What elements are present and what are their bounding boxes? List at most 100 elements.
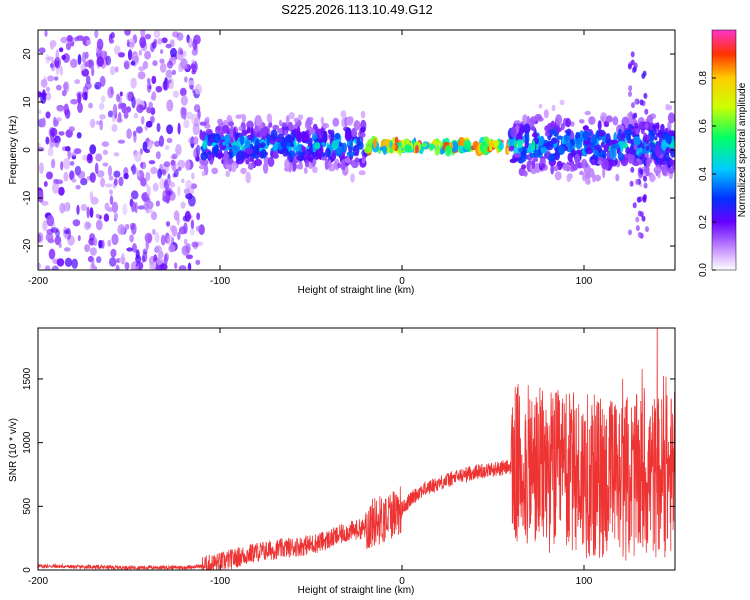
spectrogram-cell — [86, 154, 93, 164]
spectrogram-cell — [222, 141, 227, 146]
spectrogram-cell — [629, 180, 634, 187]
spectrogram-cell — [177, 186, 181, 197]
spectrogram-cell — [293, 117, 299, 123]
spectrogram-cell — [663, 151, 670, 162]
spectrogram-cell — [89, 144, 97, 155]
spectrogram-cell — [59, 202, 66, 214]
spectrogram-cell — [194, 84, 203, 95]
spectrogram-cell — [38, 47, 46, 54]
snr-series-line — [38, 328, 675, 570]
spectrogram-cell — [176, 32, 184, 41]
spectrogram-cell — [165, 43, 172, 49]
spectrogram-cell — [65, 42, 72, 51]
spectrogram-cell — [543, 109, 549, 119]
spectrogram-cell — [119, 91, 123, 97]
snr-x-ticks: -200 -100 0 100 — [28, 328, 593, 587]
spectrogram-cell — [630, 155, 635, 162]
spectrogram-cell — [665, 103, 670, 111]
snr-x-tick-label: 100 — [576, 576, 593, 587]
spectrogram-cell — [133, 55, 139, 63]
spectrogram-cell — [661, 164, 668, 176]
spectrogram-cell — [177, 167, 182, 172]
spectrogram-cell — [180, 107, 187, 116]
spectrogram-cell — [139, 104, 144, 110]
spectrogram-cell — [545, 125, 552, 131]
spectrogram-cell — [178, 265, 187, 270]
spectrogram-cell — [130, 77, 137, 89]
spectrogram-cell — [131, 222, 137, 235]
spectrogram-cell — [518, 147, 524, 153]
spectrogram-cell — [114, 45, 121, 55]
spectrogram-cell — [324, 158, 329, 171]
spectrogram-cell — [55, 179, 64, 185]
spectrogram-cell — [398, 145, 402, 157]
spectrogram-cell — [191, 172, 195, 180]
snr-x-axis-label: Height of straight line (km) — [298, 585, 415, 596]
spectrogram-cell — [510, 126, 517, 138]
spectrogram-cell — [38, 262, 41, 269]
spectrogram-cell — [71, 178, 77, 183]
spectrogram-cell — [48, 248, 56, 260]
spectrogram-cell — [111, 201, 119, 213]
spectrogram-cell — [579, 119, 585, 124]
spectrogram-cell — [372, 138, 377, 149]
spectrogram-cell — [166, 124, 174, 135]
spectrogram-cell — [58, 186, 65, 196]
spectrogram-cell — [260, 148, 267, 159]
spectrogram-cell — [574, 153, 581, 165]
spectrogram-cell — [127, 49, 133, 61]
spectrogram-cell — [401, 139, 405, 149]
spectrogram-cell — [325, 147, 331, 158]
spectrogram-cell — [123, 172, 129, 180]
spectrogram-cell — [529, 152, 538, 158]
spectrogram-cell — [180, 95, 188, 106]
spectrogram-cell — [126, 91, 133, 102]
spectrogram-cell — [590, 159, 596, 166]
spectrogram-cell — [584, 110, 591, 116]
spectrogram-cell — [61, 89, 67, 97]
spectrogram-cell — [153, 254, 158, 262]
spectrogram-cell — [138, 128, 142, 133]
spectrogram-cell — [138, 49, 142, 56]
spectrogram-cell — [523, 170, 528, 177]
spectrogram-cell — [266, 135, 270, 146]
spectrogram-cell — [566, 173, 572, 183]
spectrogram-cell — [281, 122, 288, 128]
spectrogram-cell — [364, 146, 373, 154]
spectrogram-x-axis-label: Height of straight line (km) — [298, 285, 415, 296]
spectrogram-x-tick-label: 100 — [576, 276, 593, 287]
spectrogram-cell — [605, 115, 613, 123]
spectrogram-cell — [320, 116, 325, 125]
spectrogram-cell — [641, 215, 646, 222]
snr-y-tick-label: 1000 — [22, 431, 33, 454]
spectrogram-cell — [356, 136, 361, 147]
spectrogram-cells — [38, 30, 675, 270]
spectrogram-cell — [534, 113, 543, 121]
spectrogram-cell — [100, 177, 106, 188]
spectrogram-cell — [148, 160, 156, 165]
spectrogram-cell — [167, 178, 172, 185]
spectrogram-cell — [46, 171, 53, 180]
spectrogram-cell — [238, 126, 243, 131]
colorbar-tick-label: 0.4 — [698, 167, 709, 181]
spectrogram-cell — [230, 138, 234, 143]
spectrogram-cell — [297, 163, 304, 170]
spectrogram-cell — [89, 207, 94, 218]
spectrogram-cell — [38, 109, 42, 115]
spectrogram-cell — [358, 170, 366, 176]
colorbar-gradient — [711, 29, 737, 271]
spectrogram-cell — [522, 114, 528, 125]
spectrogram-cell — [312, 166, 318, 174]
spectrogram-cell — [597, 160, 603, 165]
spectrogram-cell — [590, 141, 595, 151]
spectrogram-cell — [63, 171, 69, 182]
spectrogram-cell — [415, 144, 419, 154]
spectrogram-cell — [102, 149, 108, 156]
spectrogram-cell — [534, 137, 540, 145]
spectrogram-cell — [61, 54, 67, 61]
spectrogram-cell — [259, 127, 268, 137]
spectrogram-cell — [627, 63, 632, 70]
spectrogram-cell — [531, 132, 539, 138]
spectrogram-cell — [80, 177, 88, 186]
